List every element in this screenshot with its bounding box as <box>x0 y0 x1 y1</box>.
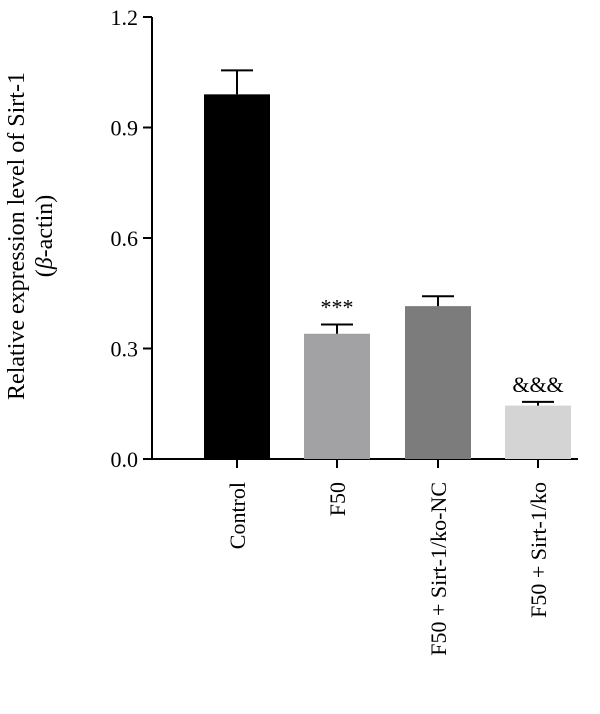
x-tick-label: F50 <box>325 482 350 516</box>
y-tick-label: 0.0 <box>111 447 139 472</box>
y-axis-label-line1: Relative expression level of Sirt-1 <box>4 72 30 400</box>
x-tick-label: Control <box>225 482 250 549</box>
y-tick-label: 1.2 <box>111 5 139 30</box>
y-tick-label: 0.6 <box>111 226 139 251</box>
bar <box>405 306 471 459</box>
x-tick-label: F50 + Sirt-1/ko <box>526 482 551 618</box>
y-tick-label: 0.9 <box>111 116 139 141</box>
y-axis-label-line2: (β-actin) <box>32 195 58 278</box>
plot-area: 0.0 0.3 0.6 0.9 1.2 Control F50 *** F50 + Sirt-1… <box>111 5 578 656</box>
y-axis-label: Relative expression level of Sirt-1 (β-a… <box>4 72 58 400</box>
bar <box>304 333 370 459</box>
bar <box>204 94 270 459</box>
significance-label: &&& <box>512 372 563 397</box>
y-tick-label: 0.3 <box>111 337 139 362</box>
significance-label: *** <box>321 295 354 320</box>
x-tick-label: F50 + Sirt-1/ko-NC <box>426 482 451 656</box>
bar <box>505 405 571 459</box>
